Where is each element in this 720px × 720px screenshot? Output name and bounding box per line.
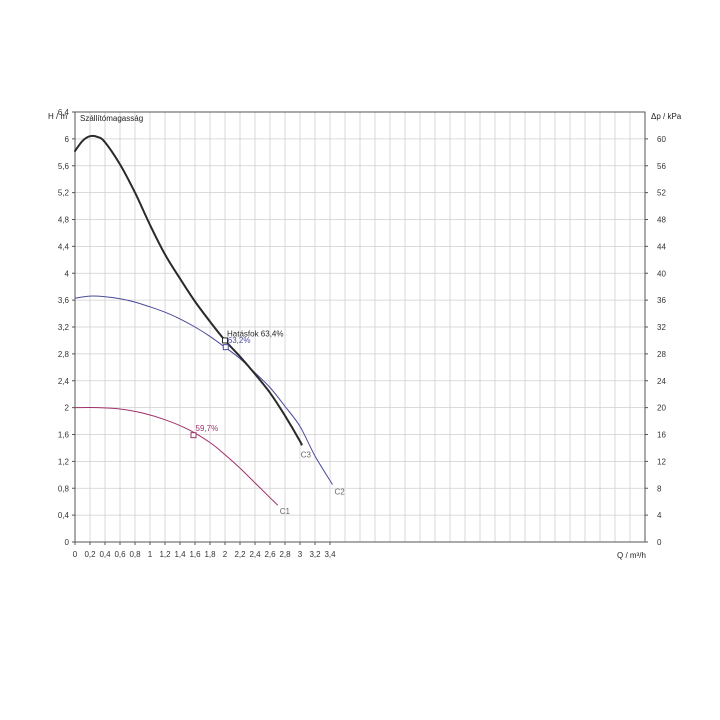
- y2-axis-label: Δp / kPa: [651, 112, 682, 121]
- y-tick-label: 3,6: [58, 296, 70, 305]
- y-tick-label: 1,6: [58, 431, 70, 440]
- x-tick-label: 2,6: [264, 550, 276, 559]
- x-tick-label: 2,8: [279, 550, 291, 559]
- y2-tick-label: 16: [657, 431, 666, 440]
- y-tick-label: 2,8: [58, 350, 70, 359]
- y-tick-label: 0,4: [58, 511, 70, 520]
- curve-label-c3: C3: [301, 451, 312, 460]
- y2-tick-label: 32: [657, 323, 666, 332]
- y-tick-label: 5,6: [58, 162, 70, 171]
- series-line-c2: [74, 295, 333, 485]
- y-tick-label: 3,2: [58, 323, 70, 332]
- y2-tick-label: 52: [657, 189, 666, 198]
- y-tick-label: 6,4: [58, 108, 70, 117]
- y2-tick-label: 44: [657, 242, 666, 251]
- y-axis-ticks: 0 0,4 0,8 1,2 1,6 2 2,4 2,8 3,2 3,6 4 4,4 4,8 5,2 5,6 6…: [58, 108, 75, 547]
- x-tick-label: 0: [73, 550, 78, 559]
- x-tick-label: 1,6: [189, 550, 201, 559]
- curve-labels: C1 C2 C3: [280, 451, 346, 516]
- y2-tick-label: 28: [657, 350, 666, 359]
- operating-point-c3: [222, 337, 228, 344]
- operating-points: 59,7% 63,2%Hatásfok 63,4%: [190, 329, 283, 439]
- x-tick-label: 0,4: [99, 550, 111, 559]
- y-tick-label: 5,2: [58, 189, 70, 198]
- x-tick-label: 3: [298, 550, 303, 559]
- y2-tick-label: 24: [657, 377, 666, 386]
- x-tick-label: 2: [223, 550, 228, 559]
- y-tick-label: 1,2: [58, 457, 70, 466]
- y-tick-label: 2,4: [58, 377, 70, 386]
- x-tick-label: 1,8: [204, 550, 216, 559]
- y2-tick-label: 20: [657, 404, 666, 413]
- y-tick-label: 4,8: [58, 216, 70, 225]
- y-tick-label: 6: [65, 135, 70, 144]
- x-tick-label: 3,2: [309, 550, 321, 559]
- y-tick-label: 4: [65, 269, 70, 278]
- x-tick-label: 1,2: [159, 550, 171, 559]
- operating-point-c1: [190, 432, 197, 439]
- y2-tick-label: 40: [657, 269, 666, 278]
- curve-label-c2: C2: [335, 488, 346, 497]
- x-tick-label: 0,8: [129, 550, 141, 559]
- x-tick-label: 2,2: [234, 550, 246, 559]
- y2-tick-label: 0: [657, 538, 662, 547]
- curve-label-c1: C1: [280, 507, 291, 516]
- y2-tick-label: 4: [657, 511, 662, 520]
- y2-tick-label: 8: [657, 484, 662, 493]
- chart-title: Szállítómagasság: [80, 114, 143, 123]
- y2-tick-label: 12: [657, 457, 666, 466]
- x-tick-label: 3,4: [324, 550, 336, 559]
- efficiency-label-c3: Hatásfok 63,4%: [227, 329, 283, 338]
- series-line-c1: [74, 407, 278, 506]
- y-tick-label: 0,8: [58, 484, 70, 493]
- y2-tick-label: 48: [657, 216, 666, 225]
- x-tick-label: 0,6: [114, 550, 126, 559]
- efficiency-label-c2: 63,2%: [228, 336, 251, 345]
- x-tick-label: 0,2: [84, 550, 96, 559]
- x-tick-label: 1: [148, 550, 153, 559]
- series-layer: [74, 134, 333, 506]
- y2-tick-label: 56: [657, 162, 666, 171]
- y-axis-label: H / m: [48, 112, 67, 121]
- y-tick-label: 2: [65, 404, 70, 413]
- x-axis-ticks: 0 0,2 0,4 0,6 0,8 1 1,2 1,4 1,6 1,8 2 2,2 2,4 2,6 2,8 3…: [73, 542, 336, 559]
- y-tick-label: 4,4: [58, 242, 70, 251]
- grid: [75, 112, 645, 542]
- y2-tick-label: 36: [657, 296, 666, 305]
- x-tick-label: 1,4: [174, 550, 186, 559]
- operating-point-c2: [222, 344, 229, 351]
- x-axis-label: Q / m³/h: [617, 551, 646, 560]
- series-line-c3: [74, 134, 303, 446]
- y2-tick-label: 60: [657, 135, 666, 144]
- efficiency-label-c1: 59,7%: [196, 424, 219, 433]
- y-tick-label: 0: [65, 538, 70, 547]
- x-tick-label: 2,4: [249, 550, 261, 559]
